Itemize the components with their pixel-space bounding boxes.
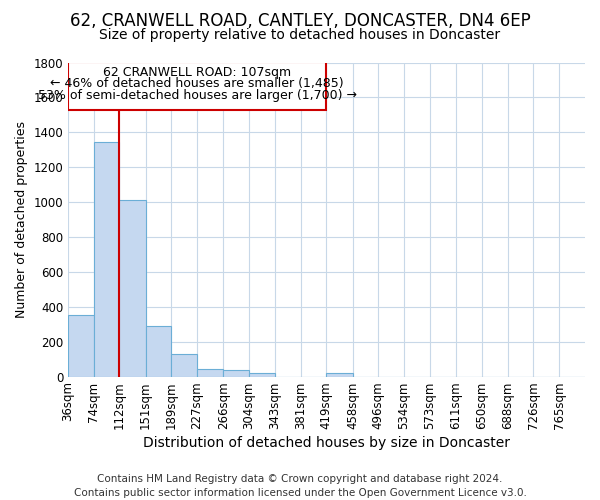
Y-axis label: Number of detached properties: Number of detached properties (15, 121, 28, 318)
Text: 62, CRANWELL ROAD, CANTLEY, DONCASTER, DN4 6EP: 62, CRANWELL ROAD, CANTLEY, DONCASTER, D… (70, 12, 530, 30)
Bar (249, 373, 275, 376)
Text: Contains HM Land Registry data © Crown copyright and database right 2024.
Contai: Contains HM Land Registry data © Crown c… (74, 474, 526, 498)
X-axis label: Distribution of detached houses by size in Doncaster: Distribution of detached houses by size … (143, 436, 510, 450)
Bar (326, 373, 353, 376)
Text: ← 46% of detached houses are smaller (1,485): ← 46% of detached houses are smaller (1,… (50, 78, 344, 90)
Bar (94, 142, 119, 376)
Bar (146, 326, 171, 376)
Bar (223, 370, 249, 376)
Text: 62 CRANWELL ROAD: 107sqm: 62 CRANWELL ROAD: 107sqm (103, 66, 291, 78)
Text: Size of property relative to detached houses in Doncaster: Size of property relative to detached ho… (100, 28, 500, 42)
Bar (119, 200, 146, 376)
Bar (68, 314, 94, 376)
Bar (197, 368, 223, 376)
Text: 53% of semi-detached houses are larger (1,700) →: 53% of semi-detached houses are larger (… (38, 89, 357, 102)
Bar (68, 62, 326, 110)
Bar (171, 354, 197, 376)
